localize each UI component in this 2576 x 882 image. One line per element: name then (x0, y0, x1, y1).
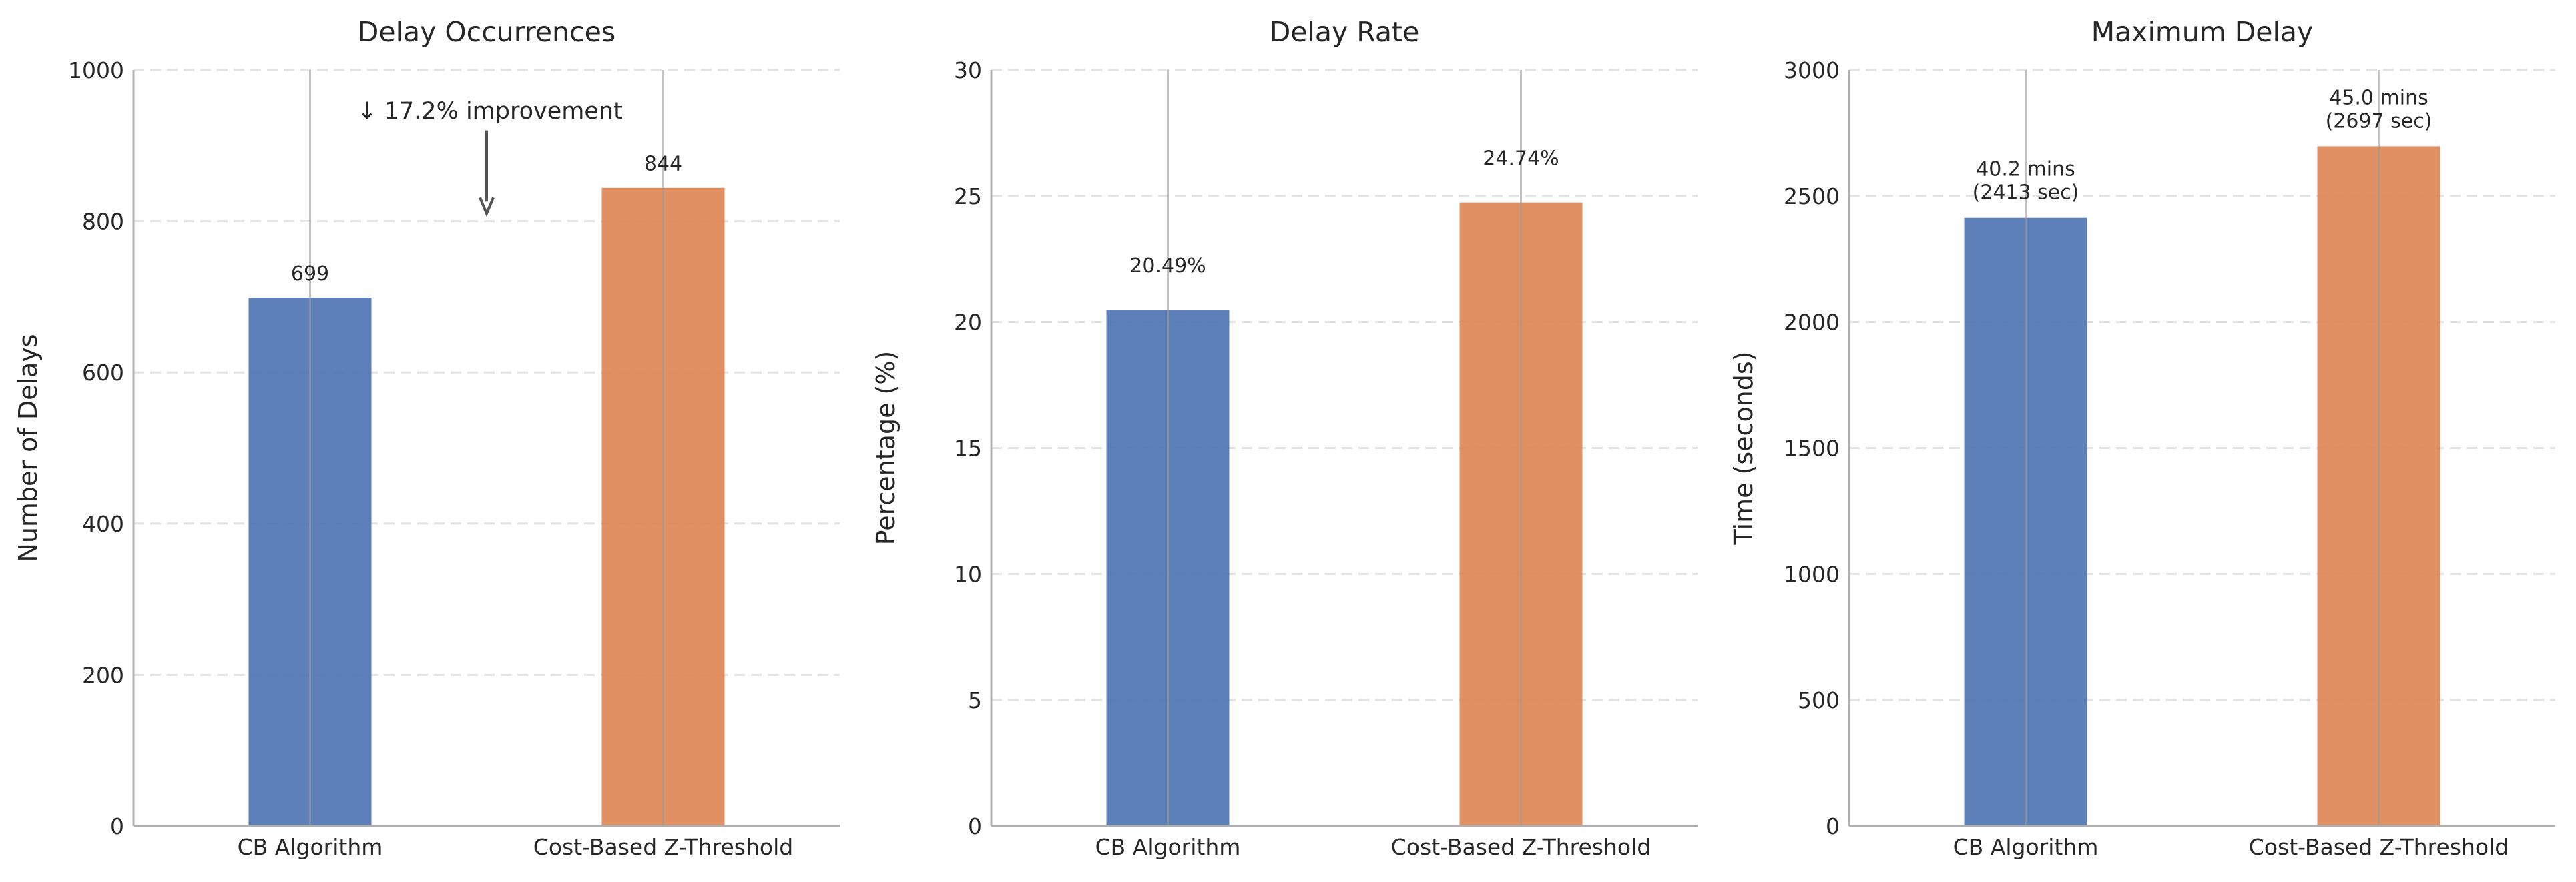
y-tick-label: 10 (954, 561, 982, 587)
chart-title: Delay Occurrences (358, 16, 615, 48)
y-tick-label: 500 (1798, 687, 1840, 713)
annotation-arrow-head (479, 197, 495, 217)
y-tick-label: 3000 (1784, 57, 1840, 83)
y-tick-label: 200 (82, 662, 124, 688)
data-label: 40.2 mins (1976, 158, 2075, 181)
x-tick-label: Cost-Based Z-Threshold (1391, 834, 1651, 860)
y-tick-label: 20 (954, 310, 982, 336)
y-tick-label: 2000 (1784, 310, 1840, 336)
y-tick-label: 15 (954, 436, 982, 462)
x-tick-label: Cost-Based Z-Threshold (2249, 834, 2509, 860)
data-label: (2413 sec) (1973, 181, 2079, 205)
chart-panel-1: 0 200 400 600 800 1000 CB Algorithm Cost-Based … (13, 16, 840, 860)
data-label: 20.49% (1129, 254, 1206, 278)
y-axis-label: Time (seconds) (1729, 351, 1758, 545)
y-axis-label: Number of Delays (13, 334, 43, 562)
data-label: 24.74% (1483, 147, 1559, 171)
y-axis-label: Percentage (%) (871, 351, 900, 546)
data-label: (2697 sec) (2326, 109, 2432, 133)
chart-panel-3: 0 500 1000 1500 2000 2500 3000 CB Algorithm Cost… (1729, 16, 2555, 860)
x-tick-label: CB Algorithm (238, 834, 383, 860)
y-tick-label: 0 (968, 813, 982, 839)
chart-panel-2: 0 5 10 15 20 25 30 CB Algorithm Cost-Based Z-Thr… (871, 16, 1698, 860)
y-tick-label: 600 (82, 360, 124, 386)
y-tick-label: 1500 (1784, 436, 1840, 462)
y-tick-label: 0 (1826, 813, 1840, 839)
y-tick-label: 2500 (1784, 183, 1840, 209)
y-tick-label: 800 (82, 209, 124, 235)
y-tick-label: 400 (82, 511, 124, 537)
y-tick-label: 0 (110, 813, 124, 839)
y-tick-label: 5 (968, 687, 982, 713)
y-tick-label: 1000 (68, 57, 124, 83)
x-tick-label: Cost-Based Z-Threshold (533, 834, 793, 860)
chart-title: Delay Rate (1270, 16, 1420, 48)
x-tick-label: CB Algorithm (1953, 834, 2099, 860)
data-label: 45.0 mins (2329, 86, 2428, 109)
y-tick-label: 1000 (1784, 561, 1840, 587)
improvement-annotation: ↓ 17.2% improvement (357, 98, 623, 125)
chart-title: Maximum Delay (2091, 16, 2314, 48)
y-tick-label: 25 (954, 183, 982, 209)
data-label: 699 (291, 262, 329, 286)
y-tick-label: 30 (954, 57, 982, 83)
x-tick-label: CB Algorithm (1095, 834, 1241, 860)
data-label: 844 (644, 153, 682, 176)
